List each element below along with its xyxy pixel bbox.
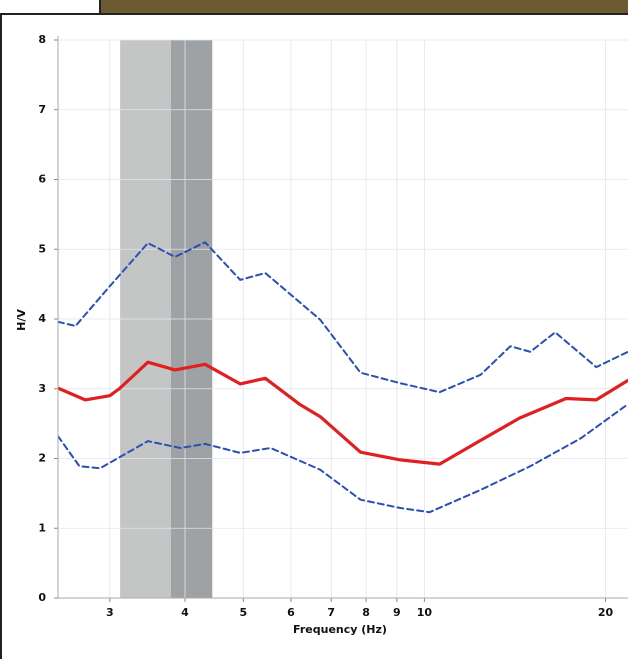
x-tick-label: 7 bbox=[327, 606, 335, 619]
axes: 0 1 2 3 4 5 6 7 8 3 4 5 6 7 8 9 10 20 bbox=[38, 33, 628, 619]
x-tick-label: 4 bbox=[181, 606, 189, 619]
y-axis-label: H/V bbox=[15, 309, 28, 331]
plot-area bbox=[58, 39, 628, 599]
x-tick-label: 8 bbox=[362, 606, 370, 619]
hv-curve bbox=[58, 403, 628, 514]
y-tick-label: 3 bbox=[38, 382, 46, 395]
hv-curve bbox=[58, 241, 628, 394]
x-tick-label: 3 bbox=[106, 606, 114, 619]
y-tick-label: 8 bbox=[38, 33, 46, 46]
x-tick-label: 9 bbox=[393, 606, 401, 619]
y-tick-label: 7 bbox=[38, 103, 46, 116]
x-axis-label: Frequency (Hz) bbox=[293, 623, 387, 636]
hv-curve bbox=[58, 360, 628, 466]
y-tick-label: 0 bbox=[38, 591, 46, 604]
x-tick-label: 10 bbox=[417, 606, 433, 619]
y-tick-label: 4 bbox=[38, 312, 46, 325]
y-tick-label: 6 bbox=[38, 173, 46, 186]
x-tick-label: 5 bbox=[239, 606, 247, 619]
x-tick-label: 20 bbox=[598, 606, 614, 619]
x-tick-label: 6 bbox=[287, 606, 295, 619]
y-tick-label: 5 bbox=[38, 242, 46, 255]
y-tick-label: 2 bbox=[38, 452, 46, 465]
y-tick-label: 1 bbox=[38, 521, 46, 534]
header-image-strip bbox=[100, 0, 628, 14]
